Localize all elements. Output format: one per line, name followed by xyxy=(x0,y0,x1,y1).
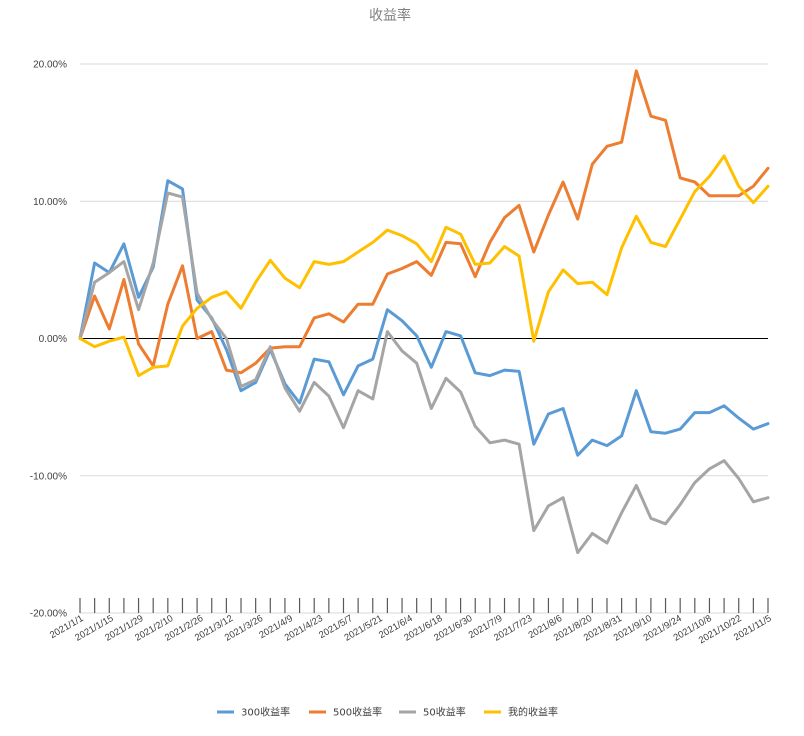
legend: 300收益率 500收益率 50收益率 我的收益率 xyxy=(217,706,558,719)
legend-label: 50收益率 xyxy=(423,706,466,719)
x-axis: 2021/1/12021/1/152021/1/292021/2/102021/… xyxy=(48,598,774,646)
y-tick-label: -10.00% xyxy=(30,471,67,482)
y-tick-label: 20.00% xyxy=(33,60,67,71)
legend-label: 我的收益率 xyxy=(508,706,558,719)
series-line-1 xyxy=(78,179,770,457)
series-line-2 xyxy=(78,69,770,375)
gridlines xyxy=(80,63,768,614)
y-tick-label: 10.00% xyxy=(33,197,67,208)
series-lines xyxy=(78,69,770,555)
y-tick-label: -20.00% xyxy=(30,609,67,620)
series-line-4 xyxy=(78,154,770,378)
y-tick-label: 0.00% xyxy=(39,334,67,345)
legend-label: 300收益率 xyxy=(241,706,290,719)
legend-label: 500收益率 xyxy=(333,706,382,719)
series-line-3 xyxy=(78,191,770,555)
chart-title: 收益率 xyxy=(369,7,411,24)
y-axis-ticks: 20.00% 10.00% 0.00% -10.00% -20.00% xyxy=(30,60,67,620)
